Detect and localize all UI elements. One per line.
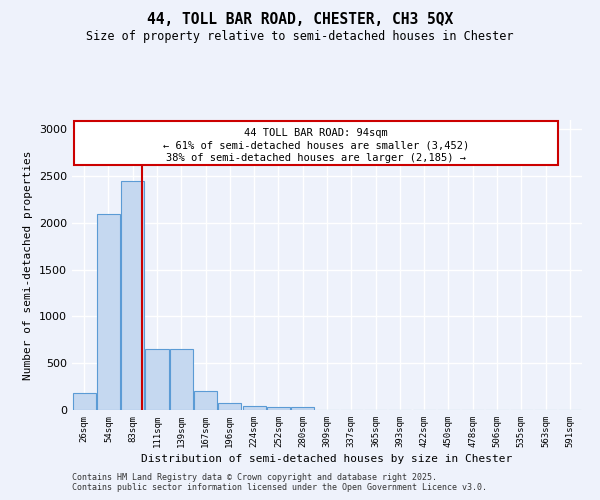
Text: Contains public sector information licensed under the Open Government Licence v3: Contains public sector information licen… [72,484,487,492]
Text: 38% of semi-detached houses are larger (2,185) →: 38% of semi-detached houses are larger (… [166,153,466,163]
Text: 44 TOLL BAR ROAD: 94sqm: 44 TOLL BAR ROAD: 94sqm [244,128,388,138]
Text: Size of property relative to semi-detached houses in Chester: Size of property relative to semi-detach… [86,30,514,43]
Text: ← 61% of semi-detached houses are smaller (3,452): ← 61% of semi-detached houses are smalle… [163,140,469,150]
Bar [291,406,314,410]
Bar [145,349,169,410]
Bar [121,181,144,410]
X-axis label: Distribution of semi-detached houses by size in Chester: Distribution of semi-detached houses by … [142,454,512,464]
Bar [218,402,241,410]
Text: Contains HM Land Registry data © Crown copyright and database right 2025.: Contains HM Land Registry data © Crown c… [72,474,437,482]
Bar [242,406,266,410]
Bar [73,393,95,410]
Text: 44, TOLL BAR ROAD, CHESTER, CH3 5QX: 44, TOLL BAR ROAD, CHESTER, CH3 5QX [147,12,453,28]
Bar [170,349,193,410]
Bar [97,214,120,410]
Bar [194,392,217,410]
Bar [267,406,290,410]
Y-axis label: Number of semi-detached properties: Number of semi-detached properties [23,150,34,380]
FancyBboxPatch shape [74,122,558,165]
